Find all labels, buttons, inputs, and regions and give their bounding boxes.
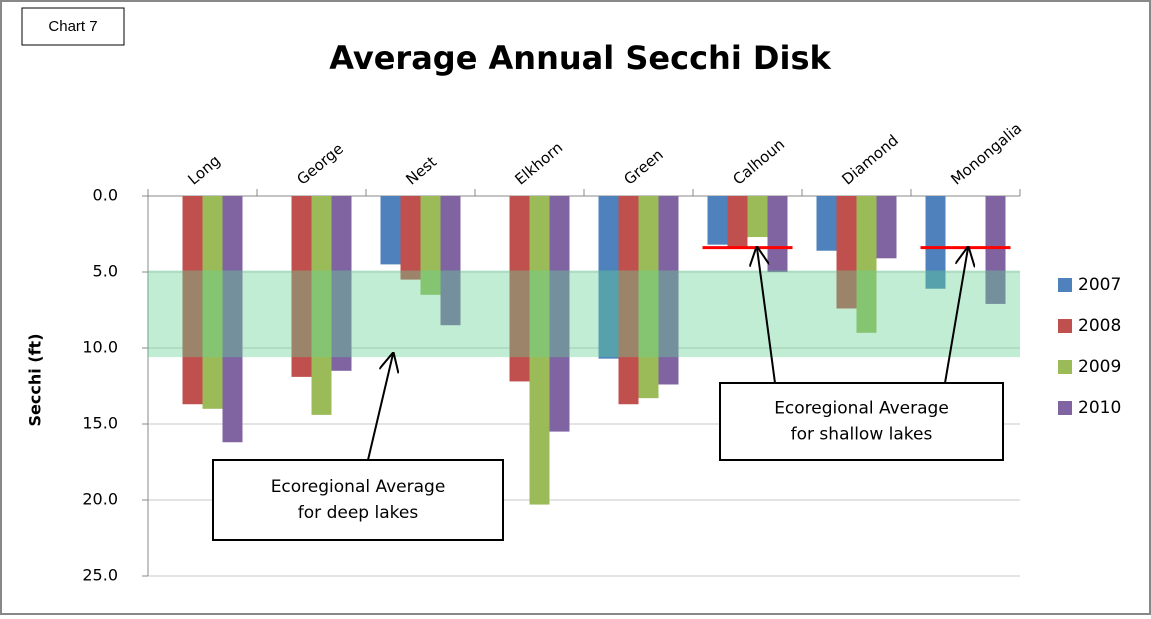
bar: [202, 196, 223, 409]
deep-range: [148, 270, 1020, 358]
bar: [767, 196, 788, 272]
legend-label: 2010: [1078, 398, 1121, 418]
y-tick-label: 20.0: [82, 490, 118, 509]
y-tick-label: 10.0: [82, 338, 118, 357]
y-tick-label: 5.0: [93, 262, 118, 281]
bar: [618, 196, 639, 405]
bar: [747, 196, 768, 238]
bar: [638, 196, 659, 399]
legend-swatch: [1058, 401, 1072, 415]
y-axis-label: Secchi (ft): [26, 333, 45, 426]
legend-label: 2008: [1078, 316, 1121, 336]
bar: [727, 196, 748, 248]
annotation-arrow: [757, 248, 776, 384]
bar: [509, 196, 530, 382]
legend-label: 2009: [1078, 357, 1121, 377]
annotation-arrow: [367, 354, 393, 461]
bar: [836, 196, 857, 309]
annotation-text: for deep lakes: [298, 503, 419, 523]
annotation-text: Ecoregional Average: [271, 477, 446, 497]
bar: [925, 196, 946, 289]
annotation-arrow: [944, 248, 968, 384]
chart-label: Chart 7: [48, 18, 97, 35]
annotation-box: [719, 382, 1004, 461]
y-tick-label: 0.0: [93, 186, 118, 205]
chart-label-box: [21, 7, 125, 46]
bar: [291, 196, 312, 377]
legend-swatch: [1058, 360, 1072, 374]
legend-swatch: [1058, 319, 1072, 333]
annotation-text: Ecoregional Average: [774, 399, 949, 419]
bar: [529, 196, 550, 505]
annotation-text: for shallow lakes: [791, 425, 933, 445]
annotation-box: [212, 459, 504, 541]
bar: [856, 196, 877, 333]
bar: [222, 196, 243, 443]
bar: [311, 196, 332, 415]
legend-swatch: [1058, 278, 1072, 292]
bar: [440, 196, 461, 326]
bar: [598, 196, 619, 359]
bar: [985, 196, 1006, 304]
y-tick-label: 15.0: [82, 414, 118, 433]
bar: [331, 196, 352, 371]
legend-label: 2007: [1078, 275, 1121, 295]
bar: [380, 196, 401, 265]
bar: [400, 196, 421, 280]
bar: [658, 196, 679, 385]
bar: [876, 196, 897, 259]
chart-title: Average Annual Secchi Disk: [329, 39, 831, 77]
bar: [707, 196, 728, 245]
y-tick-label: 25.0: [82, 566, 118, 585]
bar: [549, 196, 570, 432]
bar: [182, 196, 203, 405]
bar: [816, 196, 837, 251]
bar: [420, 196, 441, 295]
